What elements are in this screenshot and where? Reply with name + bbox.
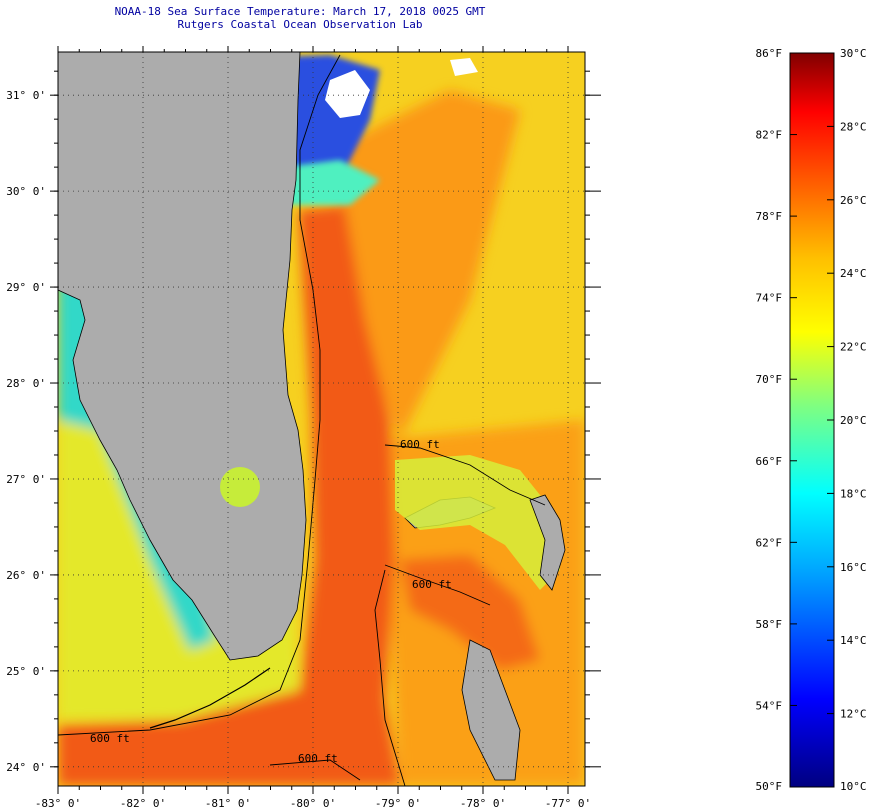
colorbar-c-label: 18°C xyxy=(840,487,867,500)
colorbar-c-label: 16°C xyxy=(840,561,867,574)
gulf-stream xyxy=(58,205,400,786)
abaco-island xyxy=(529,494,566,591)
colorbar-c-label: 22°C xyxy=(840,341,867,354)
colorbar-f-label: 86°F xyxy=(756,47,783,60)
colorbar-c-label: 24°C xyxy=(840,267,867,280)
colorbar-f-label: 62°F xyxy=(756,536,783,549)
fahrenheit-scale: 86°F 82°F 78°F 74°F 70°F 66°F 62°F 58°F 54°F 50°F xyxy=(756,47,797,793)
colorbar-f-label: 54°F xyxy=(756,699,783,712)
celsius-scale: 30°C 28°C 26°C 24°C 22°C 20°C 18°C 16°C 14°C 12°C… xyxy=(827,47,867,793)
lon-tick-label: -77° 0' xyxy=(545,797,591,809)
lat-tick-label: 28° 0' xyxy=(6,377,46,390)
little-bahama-bank xyxy=(395,455,560,590)
atlantic-warm-patch xyxy=(330,90,520,440)
lat-tick-label: 31° 0' xyxy=(6,89,46,102)
lon-tick-label: -82° 0' xyxy=(120,797,166,809)
colorbar-c-label: 30°C xyxy=(840,47,867,60)
colorbar-c-label: 14°C xyxy=(840,634,867,647)
longitude-axis: -83° 0' -82° 0' -81° 0' -80° 0' -79° 0' -78° … xyxy=(35,46,591,809)
gulf-stream xyxy=(400,555,540,670)
isobath-label: 600 ft xyxy=(298,752,338,765)
florida-landmass xyxy=(58,52,307,661)
colorbar-f-label: 50°F xyxy=(756,780,783,793)
lat-tick-label: 29° 0' xyxy=(6,281,46,294)
colorbar-c-label: 12°C xyxy=(840,708,867,721)
colorbar-f-label: 70°F xyxy=(756,373,783,386)
lon-tick-label: -79° 0' xyxy=(375,797,421,809)
lat-tick-label: 24° 0' xyxy=(6,761,46,774)
colorbar-f-label: 74°F xyxy=(756,292,783,305)
colorbar-f-label: 58°F xyxy=(756,618,783,631)
map-plot-area: 600 ft 600 ft 600 ft 600 ft xyxy=(58,52,585,786)
temperature-colorbar xyxy=(789,52,835,788)
colorbar-c-label: 10°C xyxy=(840,780,867,793)
lon-tick-label: -83° 0' xyxy=(35,797,81,809)
lon-tick-label: -78° 0' xyxy=(460,797,506,809)
latitude-axis: 31° 0' 30° 0' 29° 0' 28° 0' 27° 0' 26° 0' 25° … xyxy=(6,70,601,774)
isobath-label: 600 ft xyxy=(400,438,440,451)
colorbar-f-label: 66°F xyxy=(756,455,783,468)
lat-tick-label: 27° 0' xyxy=(6,473,46,486)
florida-keys xyxy=(149,667,271,729)
isobath-contours xyxy=(58,54,546,786)
colorbar-c-label: 28°C xyxy=(840,120,867,133)
andros-island xyxy=(461,639,521,781)
lon-tick-label: -81° 0' xyxy=(205,797,251,809)
colorbar-c-label: 20°C xyxy=(840,414,867,427)
lat-tick-label: 26° 0' xyxy=(6,569,46,582)
isobath-label: 600 ft xyxy=(412,578,452,591)
map-frame xyxy=(57,51,586,787)
isobath-label: 600 ft xyxy=(90,732,130,745)
colorbar-f-label: 78°F xyxy=(756,210,783,223)
page-subtitle: Rutgers Coastal Ocean Observation Lab xyxy=(177,18,423,31)
colorbar-f-label: 82°F xyxy=(756,129,783,142)
lat-tick-label: 30° 0' xyxy=(6,185,46,198)
lon-tick-label: -80° 0' xyxy=(290,797,336,809)
lake-okeechobee xyxy=(220,467,260,507)
lat-tick-label: 25° 0' xyxy=(6,665,46,678)
colorbar-c-label: 26°C xyxy=(840,194,867,207)
page-title: NOAA-18 Sea Surface Temperature: March 1… xyxy=(114,5,486,18)
